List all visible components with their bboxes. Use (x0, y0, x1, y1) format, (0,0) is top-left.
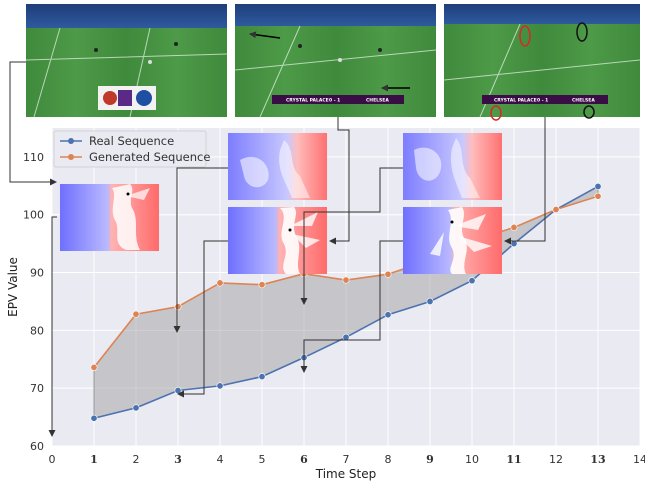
generated-sequence-point (132, 310, 140, 318)
arrow-heatmap-gen6-to-point (300, 167, 403, 305)
highlight-circle-red-2 (490, 105, 502, 121)
x-tick-label: 13 (590, 453, 605, 466)
real-sequence-point (594, 182, 602, 190)
arrow-heatmap-real6-to-point (300, 240, 403, 373)
x-tick-label: 3 (174, 453, 182, 466)
heatmap-step3-generated (228, 133, 327, 200)
legend-generated-label: Generated Sequence (89, 150, 210, 164)
arrow-heatmap-gen3-to-point (173, 167, 228, 333)
legend-box (53, 130, 207, 168)
x-tick-label: 4 (217, 453, 224, 466)
scoreboard-3-away: CHELSEA (572, 98, 595, 104)
x-tick-label: 1 (90, 453, 98, 466)
real-sequence-point (258, 373, 266, 381)
x-tick-label: 6 (300, 453, 308, 466)
x-tick-label: 7 (343, 453, 350, 466)
scoreboard-2-home: CRYSTAL PALACE (286, 98, 329, 104)
scoreboard-2-score: 0 - 1 (329, 98, 340, 104)
y-tick-labels: 60 70 80 90 100 110 (23, 151, 44, 453)
arrow-heatmap1-to-point (48, 216, 57, 437)
real-sequence-point (90, 414, 98, 422)
real-sequence-point (132, 404, 140, 412)
real-sequence-point (426, 297, 434, 305)
field-photo-1 (25, 4, 228, 118)
x-tick-labels: 0 1 2 3 4 5 6 7 8 9 10 11 12 13 14 (49, 453, 645, 466)
field-photo-2: CRYSTAL PALACE 0 - 1 CHELSEA (234, 4, 437, 118)
real-sequence-point (384, 311, 392, 319)
x-tick-label: 0 (49, 453, 56, 466)
real-sequence-point (174, 386, 182, 394)
legend-real-label: Real Sequence (89, 134, 174, 148)
generated-sequence-point (342, 276, 350, 284)
arrow-heatmap-real3-to-point (177, 240, 228, 398)
generated-sequence-point (258, 281, 266, 289)
generated-sequence-point (384, 270, 392, 278)
y-axis-label: EPV Value (6, 257, 20, 317)
y-tick-label: 70 (30, 382, 44, 395)
x-tick-label: 10 (465, 453, 479, 466)
arrow-photo3-to-heatmap (504, 117, 546, 245)
x-tick-label: 14 (633, 453, 645, 466)
x-tick-label: 11 (506, 453, 521, 466)
y-tick-label: 110 (23, 151, 44, 164)
real-sequence-point (216, 382, 224, 390)
heatmap-step6-generated (403, 133, 502, 200)
x-tick-label: 9 (426, 453, 434, 466)
real-sequence-point (342, 333, 350, 341)
legend-real-marker (68, 138, 74, 144)
heatmap-step3-real (228, 207, 327, 274)
x-tick-label: 2 (133, 453, 140, 466)
generated-sequence-point (216, 279, 224, 287)
field-photo-3: CRYSTAL PALACE 0 - 1 CHELSEA (443, 4, 641, 121)
legend: Real Sequence Generated Sequence (53, 130, 210, 168)
generated-sequence-point (510, 223, 518, 231)
scoreboard-3-home: CRYSTAL PALACE (494, 98, 537, 104)
y-tick-label: 100 (23, 209, 44, 222)
x-tick-label: 8 (385, 453, 392, 466)
arrow-photo2-to-heatmap (329, 117, 350, 245)
x-tick-label: 5 (259, 453, 266, 466)
arrow-photo1-to-heatmap (9, 61, 57, 186)
y-tick-label: 80 (30, 324, 44, 337)
connector-arrows (9, 61, 546, 437)
heatmap-step1 (60, 184, 159, 251)
highlight-circle-black-2 (583, 105, 595, 119)
x-tick-label: 12 (549, 453, 563, 466)
highlight-circle-black (576, 22, 588, 42)
y-tick-label: 60 (30, 440, 44, 453)
legend-generated-marker (68, 154, 74, 160)
real-sequence-point (468, 277, 476, 285)
x-axis-label: Time Step (315, 467, 377, 481)
scoreboard-3-score: 0 - 1 (537, 98, 548, 104)
generated-sequence-point (594, 192, 602, 200)
highlight-circle-red (519, 25, 531, 47)
heatmap-step6-real (403, 207, 502, 274)
scoreboard-2-away: CHELSEA (366, 98, 389, 104)
generated-sequence-point (174, 303, 182, 311)
y-tick-label: 90 (30, 267, 44, 280)
generated-sequence-point (552, 206, 560, 214)
generated-sequence-point (90, 363, 98, 371)
